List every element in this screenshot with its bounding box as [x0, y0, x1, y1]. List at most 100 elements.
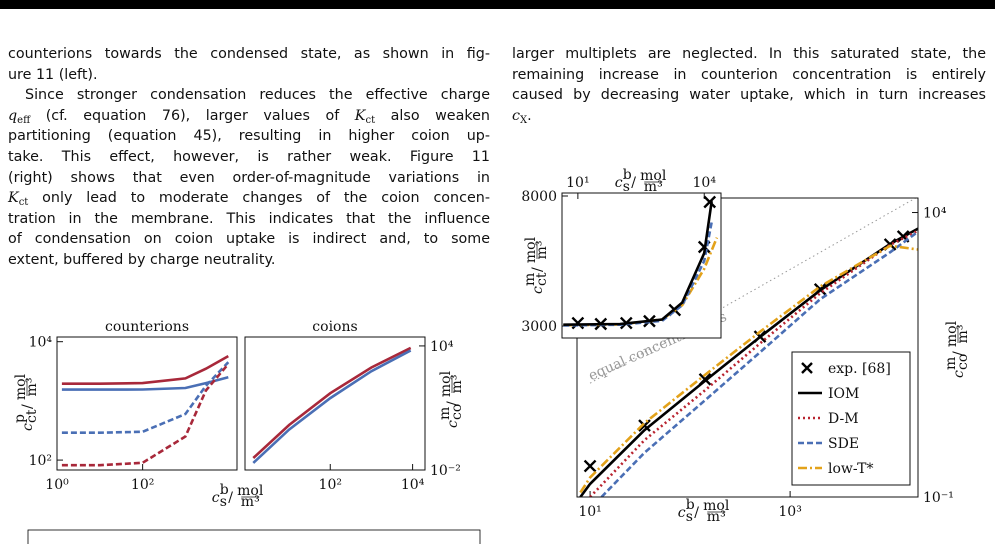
text-run: (right) shows that even order-of-magnitu… — [8, 169, 490, 186]
label-var: c — [445, 420, 461, 428]
label-sep: / — [951, 351, 967, 356]
label-sep: / — [20, 404, 36, 409]
text-line: Kct only lead to moderate changes of the… — [8, 188, 490, 209]
text-run: remaining increase in counterion concent… — [512, 66, 986, 83]
text-line: cX. — [512, 106, 986, 127]
text-run: extent, buffered by charge neutrality. — [8, 251, 276, 268]
x-tick-label: 10¹ — [566, 175, 589, 191]
x-tick-label: 10² — [131, 477, 154, 493]
y-tick-label: 10² — [29, 453, 52, 469]
math-sub: ct — [18, 197, 29, 209]
data-point — [703, 195, 717, 209]
y-tick-label: 8000 — [521, 189, 557, 205]
math-var: K — [8, 190, 19, 207]
text-run: ure 11 (left). — [8, 66, 98, 83]
y-tick-label: 10⁴ — [923, 206, 947, 222]
data-line — [61, 363, 230, 467]
label-unit-den: m³ — [707, 509, 726, 525]
data-point — [583, 459, 597, 473]
legend-swatch — [801, 362, 813, 374]
header-bar — [0, 0, 995, 9]
label-unit-den: m³ — [644, 179, 663, 195]
text-line: of condensation on coion uptake is indir… — [8, 229, 490, 250]
label-sub: ct — [24, 409, 40, 423]
label-sub: co — [955, 354, 971, 370]
text-line: tration in the membrane. This indicates … — [8, 209, 490, 230]
math-var: q — [8, 107, 18, 124]
y-tick-label: 10⁻¹ — [923, 490, 954, 506]
label-sup: p — [12, 414, 28, 423]
data-point — [638, 419, 651, 432]
legend-box — [27, 529, 481, 544]
math-var: c — [512, 107, 521, 124]
text-run: also weaken — [375, 107, 490, 124]
legend-label: exp. [68] — [828, 361, 891, 377]
left-column: counterions towards the condensed state,… — [8, 44, 490, 271]
data-line — [252, 346, 412, 459]
plot-frame — [561, 192, 722, 339]
text-line: partitioning (equation 45), resulting in… — [8, 126, 490, 147]
text-line: counterions towards the condensed state,… — [8, 44, 490, 65]
label-unit-den: m³ — [955, 325, 971, 344]
math-sub: ct — [365, 114, 376, 126]
x-tick-label: 10⁴ — [693, 175, 717, 191]
text-run: counterions towards the condensed state,… — [8, 46, 490, 62]
data-line — [563, 201, 713, 326]
text-run: caused by decreasing water uptake, which… — [512, 87, 986, 104]
x-tick-label: 10⁰ — [45, 477, 69, 493]
math-var: K — [354, 107, 366, 124]
text-line: extent, buffered by charge neutrality. — [8, 250, 490, 271]
text-line: remaining increase in counterion concent… — [512, 65, 986, 86]
label-var: c — [951, 370, 967, 378]
text-line: (right) shows that even order-of-magnitu… — [8, 168, 490, 189]
label-unit-num: mol — [237, 483, 264, 499]
text-line: Since stronger condensation reduces the … — [8, 85, 490, 106]
plot-area — [57, 337, 237, 470]
x-tick-label: 10³ — [778, 504, 801, 520]
y-tick-label: 10⁴ — [29, 335, 53, 351]
label-var: c — [20, 423, 36, 431]
text-run: larger multiplets are neglected. In this… — [512, 46, 986, 62]
text-run: take. This effect, however, is rather we… — [8, 148, 490, 165]
y-tick-label: 10⁴ — [430, 339, 454, 355]
math-sub: eff — [17, 114, 31, 126]
label-sep: / — [631, 175, 636, 191]
text-run: . — [527, 107, 532, 124]
math-sub: X — [520, 114, 528, 126]
x-tick-label: 10² — [319, 477, 342, 493]
label-sep: / — [228, 490, 233, 506]
text-run: of condensation on coion uptake is indir… — [8, 231, 490, 248]
legend-label: SDE — [828, 436, 859, 452]
plot-frame — [244, 336, 426, 471]
text-run: Since stronger condensation reduces the … — [25, 87, 490, 104]
panel-title: coions — [312, 319, 357, 335]
label-var: c — [678, 505, 686, 521]
text-line: caused by decreasing water uptake, which… — [512, 85, 986, 106]
label-unit-den: m³ — [241, 494, 260, 510]
data-line — [579, 227, 918, 497]
legend-label: low-T* — [828, 461, 873, 477]
label-sub: s — [686, 509, 693, 525]
plot-area — [562, 193, 721, 338]
label-unit-num: mol — [944, 320, 960, 347]
text-run: (cf. equation 76), larger values of — [30, 107, 355, 124]
text-line: ure 11 (left). — [8, 65, 490, 86]
label-var: c — [212, 490, 220, 506]
y-tick-label: 3000 — [521, 319, 557, 335]
text-run: tration in the membrane. This indicates … — [8, 210, 490, 227]
label-var: c — [530, 286, 546, 294]
text-run: only lead to moderate changes of the coi… — [28, 190, 490, 207]
label-sep: / — [694, 505, 699, 521]
label-sub: ct — [534, 272, 550, 286]
legend-frame — [791, 351, 911, 486]
label-unit-den: m³ — [24, 378, 40, 397]
legend-label: D-M — [828, 411, 859, 427]
